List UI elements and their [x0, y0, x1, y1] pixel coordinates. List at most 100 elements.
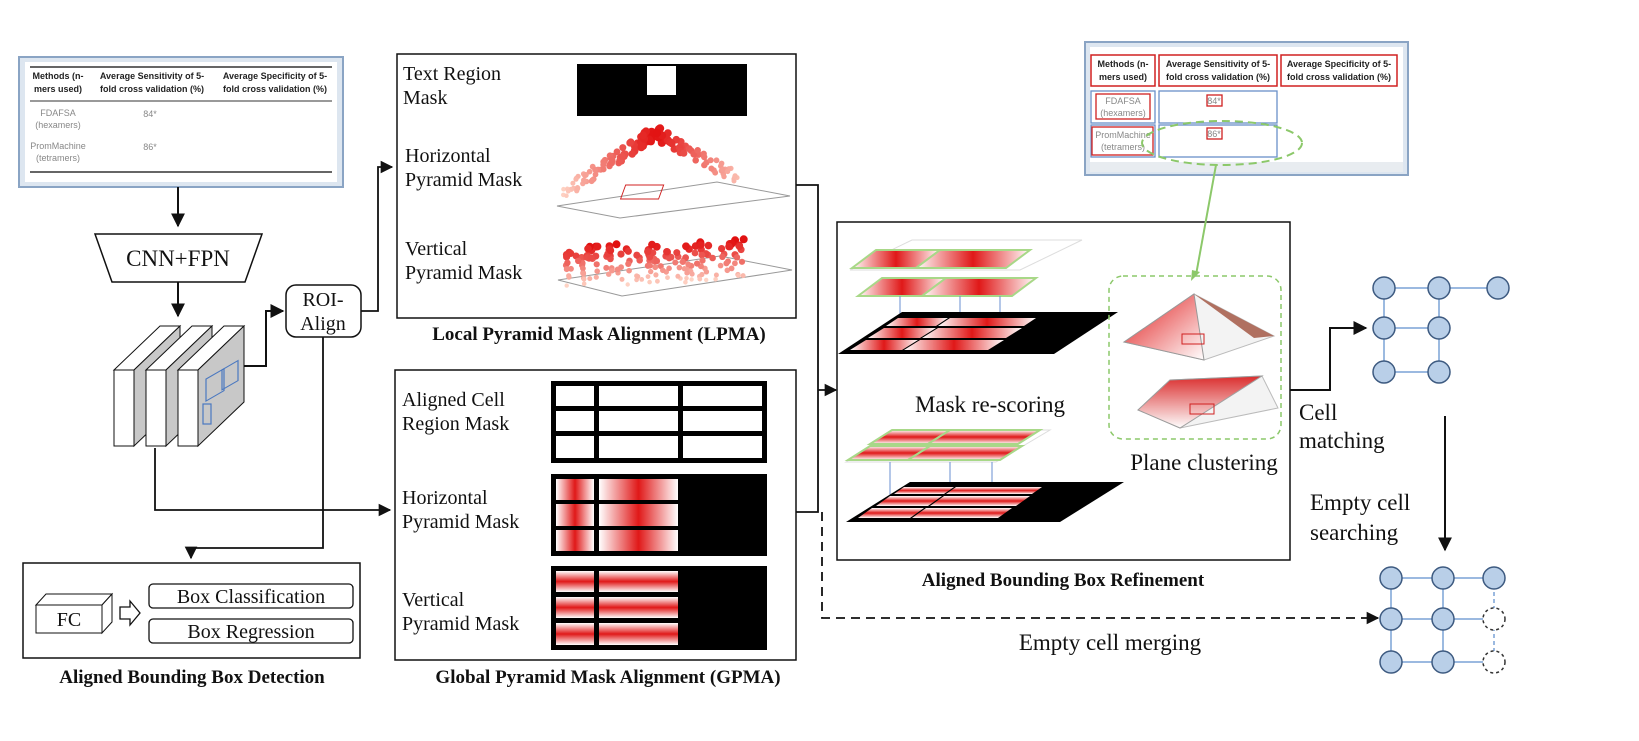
detection-block: FC Box Classification Box Regression — [22, 562, 361, 659]
scatter-point — [739, 235, 748, 244]
scatter-point — [648, 268, 654, 275]
lpma-horizontal-label-1: Horizontal — [405, 145, 491, 167]
box-classification-label: Box Classification — [177, 586, 325, 608]
output-header-1b: mers used) — [1099, 72, 1147, 82]
scatter-point — [564, 193, 569, 198]
scatter-point — [740, 273, 746, 279]
scatter-point — [692, 157, 699, 164]
scatter-point — [570, 180, 576, 186]
scatter-point — [580, 271, 587, 277]
scatter-point — [668, 139, 676, 148]
scatter-point — [600, 166, 607, 173]
output-header-2b: fold cross validation (%) — [1166, 72, 1270, 82]
scatter-point — [619, 144, 627, 152]
cell-graph-matched — [1372, 276, 1510, 384]
gpma-cell-label-2: Region Mask — [402, 413, 509, 435]
input-header-2b: fold cross validation (%) — [100, 84, 204, 94]
empty-cell-merging-label: Empty cell merging — [1019, 630, 1202, 655]
scatter-point — [675, 273, 681, 279]
scatter-point — [581, 281, 587, 287]
graph-node — [1482, 566, 1506, 590]
detection-caption: Aligned Bounding Box Detection — [59, 667, 325, 688]
scatter-point — [573, 176, 579, 182]
scatter-point — [713, 157, 720, 164]
input-table-image: Methods (n- mers used) Average Sensitivi… — [18, 56, 344, 188]
lpma-text-region-label-1: Text Region — [403, 63, 501, 85]
scatter-point — [699, 257, 706, 264]
scatter-point — [735, 242, 744, 251]
scatter-point — [725, 242, 733, 251]
scatter-point — [718, 160, 725, 167]
scatter-point — [583, 172, 589, 178]
scatter-point — [682, 242, 690, 251]
scatter-point — [683, 280, 688, 285]
scatter-point — [581, 276, 587, 282]
scatter-point — [704, 277, 709, 283]
output-row1-method: FDAFSA — [1105, 96, 1141, 106]
scatter-point — [707, 157, 714, 164]
scatter-point — [673, 249, 681, 257]
scatter-point — [694, 147, 701, 154]
cell-matching-label-2: matching — [1299, 428, 1385, 453]
scatter-point — [593, 242, 602, 251]
scatter-point — [563, 266, 570, 273]
gpma-caption: Global Pyramid Mask Alignment (GPMA) — [435, 667, 780, 688]
scatter-point — [625, 260, 632, 267]
scatter-point — [713, 272, 719, 278]
scatter-point — [592, 171, 599, 178]
scatter-point — [588, 178, 595, 185]
graph-node — [1372, 316, 1396, 340]
scatter-point — [618, 152, 626, 160]
scatter-point — [575, 257, 582, 265]
lpma-vertical-label-1: Vertical — [405, 238, 468, 260]
roi-align-line2: Align — [300, 313, 346, 335]
scatter-point — [676, 264, 683, 271]
input-row1-method-sub: (hexamers) — [35, 120, 81, 130]
scatter-point — [564, 259, 571, 266]
scatter-point — [626, 267, 632, 274]
graph-node — [1372, 360, 1396, 384]
scatter-point — [720, 166, 726, 173]
box-regression-label: Box Regression — [187, 621, 314, 643]
scatter-point — [718, 245, 726, 253]
scatter-point — [689, 271, 695, 277]
scatter-point — [614, 266, 621, 273]
scatter-point — [694, 260, 701, 267]
input-header-1a: Methods (n- — [33, 71, 84, 81]
scatter-point — [696, 241, 705, 249]
scatter-point — [561, 186, 566, 192]
output-header-1a: Methods (n- — [1098, 59, 1149, 69]
lpma-text-region-label-2: Mask — [403, 87, 447, 109]
graph-node — [1431, 566, 1455, 590]
output-row2-method-sub: (tetramers) — [1101, 142, 1145, 152]
scatter-point — [681, 266, 688, 272]
graph-node — [1431, 607, 1455, 631]
scatter-point — [624, 247, 632, 255]
graph-node — [1379, 607, 1403, 631]
output-row1-method-sub: (hexamers) — [1100, 108, 1146, 118]
cnn-fpn-block: CNN+FPN — [93, 233, 264, 283]
gpma-vertical-label-1: Vertical — [402, 589, 465, 611]
scatter-point — [663, 248, 671, 256]
scatter-point — [653, 272, 659, 278]
scatter-point — [567, 249, 575, 257]
gpma-block: Aligned Cell Region Mask Horizontal Pyra… — [394, 369, 797, 661]
feature-maps — [112, 324, 246, 448]
scatter-point — [635, 274, 641, 279]
scatter-point — [644, 248, 652, 256]
graph-node — [1379, 566, 1403, 590]
scatter-point — [593, 274, 599, 280]
scatter-point — [738, 258, 746, 265]
gpma-horizontal-label-2: Pyramid Mask — [402, 511, 519, 533]
scatter-point — [612, 240, 621, 249]
scatter-point — [733, 254, 741, 261]
empty-cell-searching-label-1: Empty cell — [1310, 490, 1410, 515]
aligned-cell-mask — [551, 381, 767, 463]
graph-node — [1372, 276, 1396, 300]
output-row2-value: 86* — [1207, 129, 1221, 139]
scatter-point — [701, 153, 708, 161]
lpma-caption: Local Pyramid Mask Alignment (LPMA) — [432, 324, 766, 345]
scatter-point — [568, 265, 574, 272]
scatter-point — [625, 282, 630, 287]
scatter-point — [732, 260, 738, 267]
